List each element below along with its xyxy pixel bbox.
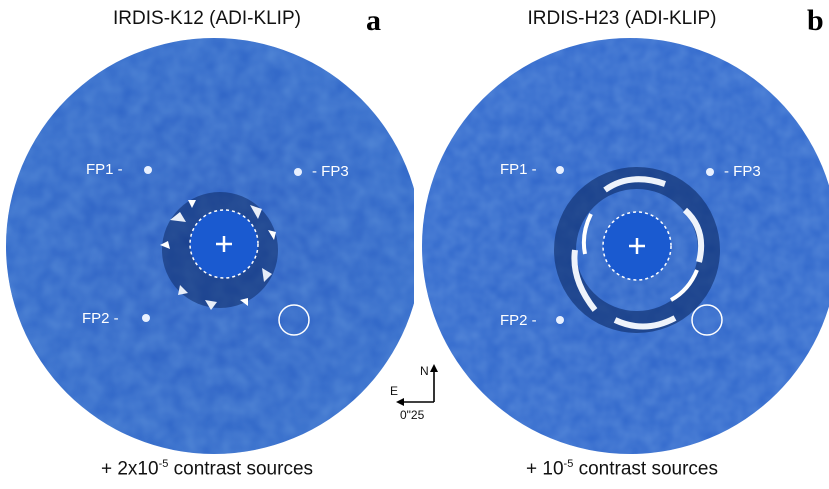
- marker-circle-b: [691, 304, 723, 336]
- fp2-label-b: FP2 -: [500, 312, 537, 329]
- compass: N E 0"25: [380, 360, 450, 430]
- panel-title-a: IRDIS-K12 (ADI-KLIP): [113, 8, 301, 29]
- fp3-label-a: - FP3: [312, 163, 349, 180]
- caption-a: + 2x10-5 contrast sources: [0, 458, 414, 480]
- marker-circle-a: [278, 304, 310, 336]
- fp2-label-a: FP2 -: [82, 310, 119, 327]
- panel-a: IRDIS-K12 (ADI-KLIP) a FP1 - FP2 - - FP3…: [0, 0, 414, 489]
- panel-letter-a: a: [366, 4, 381, 37]
- caption-a-prefix: + 2x10: [100, 458, 159, 480]
- fp3-source-b: [706, 168, 714, 176]
- caption-b-suffix: contrast sources: [573, 458, 718, 480]
- star-position-icon-b: [629, 238, 645, 254]
- caption-b-exponent: -5: [563, 458, 574, 470]
- panel-letter-b: b: [807, 4, 824, 37]
- star-position-icon-a: [216, 236, 232, 252]
- fp2-source-b: [556, 316, 564, 324]
- fp1-source-a: [144, 166, 152, 174]
- image-disk-a: [6, 38, 414, 454]
- compass-north-label: N: [420, 364, 429, 378]
- panel-title-b: IRDIS-H23 (ADI-KLIP): [527, 8, 717, 29]
- fp2-source-a: [142, 314, 150, 322]
- panel-b: IRDIS-H23 (ADI-KLIP) b FP1 - FP2 - - FP3…: [415, 0, 829, 489]
- fp3-source-a: [294, 168, 302, 176]
- caption-a-exponent: -5: [158, 458, 169, 470]
- caption-a-suffix: contrast sources: [168, 458, 314, 480]
- fp1-source-b: [556, 166, 564, 174]
- fp1-label-b: FP1 -: [500, 161, 537, 178]
- compass-east-label: E: [390, 384, 399, 398]
- caption-b-prefix: + 10: [526, 458, 564, 480]
- residual-speckle-b: [554, 167, 720, 333]
- image-disk-b: [422, 38, 829, 454]
- scale-label: 0"25: [400, 408, 425, 422]
- compass-arrows-icon: [396, 364, 438, 406]
- caption-b: + 10-5 contrast sources: [415, 458, 829, 480]
- fp1-label-a: FP1 -: [86, 161, 123, 178]
- fp3-label-b: - FP3: [724, 163, 761, 180]
